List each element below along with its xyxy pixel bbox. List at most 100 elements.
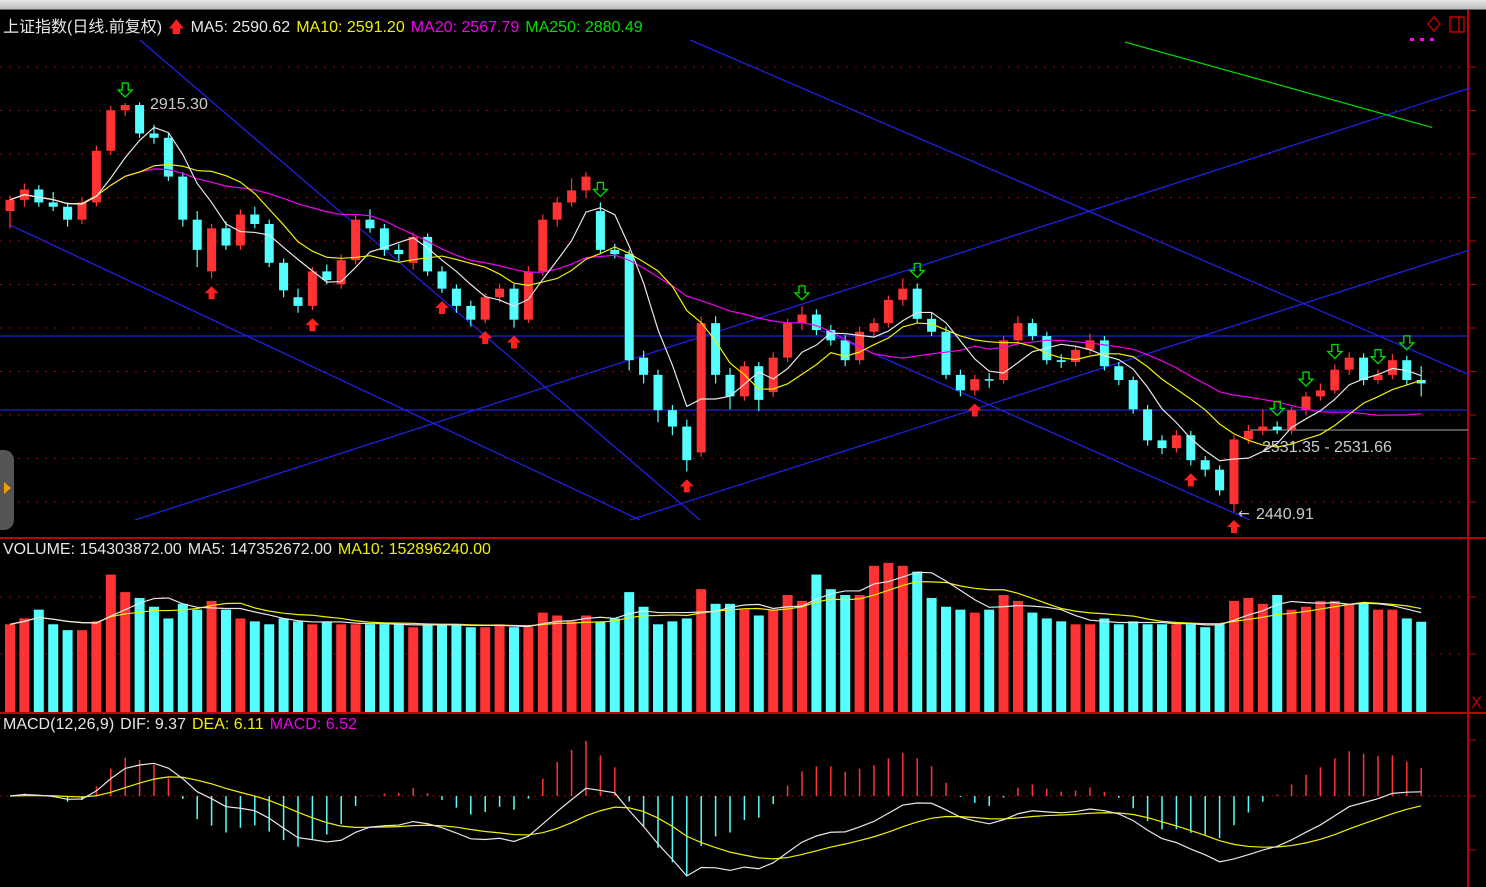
candle [466,300,476,327]
buy-arrow-icon [679,479,694,493]
macd-name: MACD(12,26,9) [3,716,115,733]
candle [538,214,548,276]
volume-bar [1085,624,1095,712]
candle-body [999,340,1009,381]
candle [1229,435,1239,512]
volume-bar [163,618,174,712]
volume-bar [609,618,620,712]
candle-body [898,288,908,300]
candle-body [1416,380,1426,384]
ma5-line [9,126,1422,462]
candle-body [235,214,245,246]
candle [595,202,605,255]
window-icon[interactable] [1449,16,1465,33]
candle [999,336,1009,384]
volume-bar [1171,624,1182,712]
scroll-left-handle[interactable] [0,450,14,530]
volume-bar [408,627,419,712]
candle-body [322,271,332,281]
volume-bar [1214,624,1225,712]
candle [408,232,418,270]
volume-bar [33,609,44,712]
volume-bar [307,624,318,712]
candle-body [595,211,605,250]
candle-body [63,206,73,220]
candle-body [221,228,231,246]
volume-bar [883,562,894,712]
candle [1186,430,1196,466]
candle-body [451,288,461,306]
candle [567,178,577,207]
candle-body [1114,366,1124,381]
candle [1272,421,1282,435]
volume-bar [1013,600,1023,712]
candle-body [336,260,346,285]
more-dots-icon[interactable] [1410,38,1434,41]
volume-bar [5,624,15,712]
buy-arrow-icon [435,300,449,314]
candle-body [1186,435,1196,461]
candle [1330,364,1340,394]
candle-body [912,288,922,319]
candle [293,288,303,313]
candle [5,195,15,229]
candle [77,198,87,224]
diamond-icon[interactable] [1427,15,1441,33]
candle-body [34,189,44,203]
volume-bar [494,624,505,712]
volume-bar [264,624,275,712]
candle [437,266,447,293]
candle [1373,369,1383,384]
candle-body [840,340,850,361]
candle [639,350,649,384]
dea-line [9,776,1422,860]
ma-lines [9,41,1433,462]
sell-arrow-icon [1297,371,1315,388]
up-arrow-icon: 🡅 [168,19,185,36]
volume-bar [1142,624,1153,712]
volume-bar [120,592,131,712]
candle-body [783,323,793,358]
candle-body [1013,323,1023,341]
volume-bar [1401,618,1412,712]
candle [826,324,836,346]
volume-bar [725,603,735,712]
candle [711,316,721,384]
volume-bar [1301,606,1311,712]
volume-bar [379,624,390,712]
candle [624,249,634,371]
macd-plot [9,740,1422,877]
volume-bar [926,597,937,712]
candle [106,105,116,156]
volume-bar [552,615,563,712]
volume-bar [624,592,635,712]
trend-lines [0,39,1471,521]
candle [869,317,879,337]
trend-line [629,249,1471,521]
candle-body [178,176,188,220]
volume-bar [1128,621,1139,712]
volume-bar [825,589,836,712]
volume-bar [869,565,879,712]
candle-body [77,202,87,220]
volume-bar [1027,612,1038,712]
candle-body [696,323,706,453]
candle [163,133,173,181]
volume-bar [293,621,303,712]
volume-label: VOLUME: 154303872.00 [3,541,182,558]
candle [235,209,245,250]
candle-body [739,366,749,397]
candle-body [941,331,951,375]
volume-bar [1243,597,1254,712]
candle-body [437,271,447,289]
ma10-label: MA10: 2591.20 [296,19,405,36]
volume-bar [811,574,822,712]
volume-bar [1329,600,1340,712]
ma10-line [9,163,1422,448]
candle [1315,383,1325,401]
candle-body [826,330,836,341]
sell-arrow-icon [1398,335,1416,351]
close-panel-icon[interactable]: X [1471,693,1482,712]
candle-body [883,299,893,324]
